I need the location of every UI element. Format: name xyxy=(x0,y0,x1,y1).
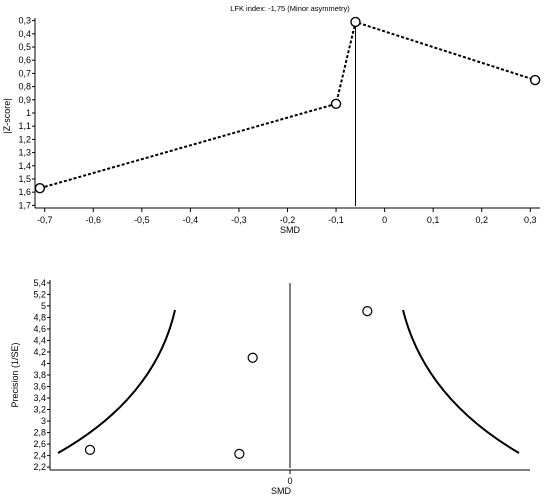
y-tick-label: 1 xyxy=(26,108,31,118)
funnel-plot-x-ticks: 0 xyxy=(287,470,293,486)
y-tick-label: 4,4 xyxy=(33,335,46,345)
x-tick-label: -0,5 xyxy=(134,215,150,225)
y-tick-label: 4,2 xyxy=(33,347,46,357)
doi-plot-y-label: |Z-score| xyxy=(2,98,12,133)
data-point xyxy=(330,98,342,109)
data-point xyxy=(247,352,258,363)
x-tick-label: -0,1 xyxy=(328,215,344,225)
funnel-plot: 2,22,4 2,62,8 33,2 3,43,6 3,8 44,2 4,44,6 4,85 5… xyxy=(10,278,530,496)
y-tick-label: 4,8 xyxy=(33,312,46,322)
data-point xyxy=(529,74,541,86)
x-tick-label: 0,2 xyxy=(475,215,488,225)
data-point xyxy=(84,444,96,455)
funnel-right-boundary xyxy=(402,309,520,454)
doi-plot-x-ticks: -0,7 -0,6 -0,5 -0,4 -0,3 -0,2 -0,1 0 0,1 0,2 0,3 xyxy=(37,208,537,225)
y-tick-label: 5 xyxy=(41,301,46,311)
y-tick-label: 0,3 xyxy=(18,16,31,26)
y-tick-label: 2,4 xyxy=(33,451,46,461)
x-tick-label: 0 xyxy=(287,476,292,486)
y-tick-label: 0,5 xyxy=(18,42,31,52)
y-tick-label: 2,6 xyxy=(33,439,46,449)
y-tick-label: 0,6 xyxy=(18,55,31,65)
y-tick-label: 1,5 xyxy=(18,174,31,184)
x-tick-label: 0,3 xyxy=(524,215,537,225)
y-tick-label: 3,4 xyxy=(33,393,46,403)
doi-plot-title: LFK index: -1,75 (Minor asymmetry) xyxy=(230,4,350,13)
y-tick-label: 4 xyxy=(41,358,46,368)
y-tick-label: 0,4 xyxy=(18,29,31,39)
doi-plot-x-label: SMD xyxy=(280,225,301,235)
x-tick-label: -0,3 xyxy=(231,215,247,225)
y-tick-label: 1,7 xyxy=(18,200,31,210)
funnel-plot-points xyxy=(84,305,373,459)
y-tick-label: 3,2 xyxy=(33,405,46,415)
y-tick-label: 3,8 xyxy=(33,370,46,380)
doi-plot-y-ticks: 0,3 0,4 0,5 0,6 0,7 0,8 0,9 1 1,1 1,2 1,3 1,4 1,5 1,6… xyxy=(18,16,35,210)
y-tick-label: 1,1 xyxy=(18,121,31,131)
x-tick-label: 0,1 xyxy=(427,215,440,225)
y-tick-label: 0,8 xyxy=(18,82,31,92)
y-tick-label: 1,4 xyxy=(18,161,31,171)
x-tick-label: -0,2 xyxy=(280,215,296,225)
data-point xyxy=(234,448,245,459)
y-tick-label: 3 xyxy=(41,416,46,426)
y-tick-label: 2,8 xyxy=(33,428,46,438)
data-point xyxy=(350,16,361,28)
y-tick-label: 0,9 xyxy=(18,95,31,105)
y-tick-label: 3,6 xyxy=(33,382,46,392)
y-tick-label: 1,2 xyxy=(18,134,31,144)
data-point xyxy=(34,183,46,194)
x-tick-label: -0,7 xyxy=(37,215,53,225)
doi-plot: LFK index: -1,75 (Minor asymmetry) 0,30,… xyxy=(2,4,541,235)
y-tick-label: 0,7 xyxy=(18,68,31,78)
y-tick-label: 5,4 xyxy=(33,278,46,288)
x-tick-label: -0,6 xyxy=(86,215,102,225)
funnel-plot-x-label: SMD xyxy=(271,486,292,496)
doi-plot-points xyxy=(34,16,541,194)
y-tick-label: 4,6 xyxy=(33,324,46,334)
y-tick-label: 1,3 xyxy=(18,148,31,158)
x-tick-label: -0,4 xyxy=(183,215,199,225)
data-point xyxy=(362,305,373,317)
x-tick-label: 0 xyxy=(382,215,387,225)
funnel-plot-y-label: Precision (1/SE) xyxy=(10,342,20,407)
y-tick-label: 5,2 xyxy=(33,289,46,299)
funnel-plot-y-ticks: 2,22,4 2,62,8 33,2 3,43,6 3,8 44,2 4,44,6 4,85 5… xyxy=(33,278,50,472)
funnel-left-boundary xyxy=(57,309,176,454)
y-tick-label: 1,6 xyxy=(18,187,31,197)
y-tick-label: 2,2 xyxy=(33,462,46,472)
doi-plot-curve xyxy=(39,20,536,190)
